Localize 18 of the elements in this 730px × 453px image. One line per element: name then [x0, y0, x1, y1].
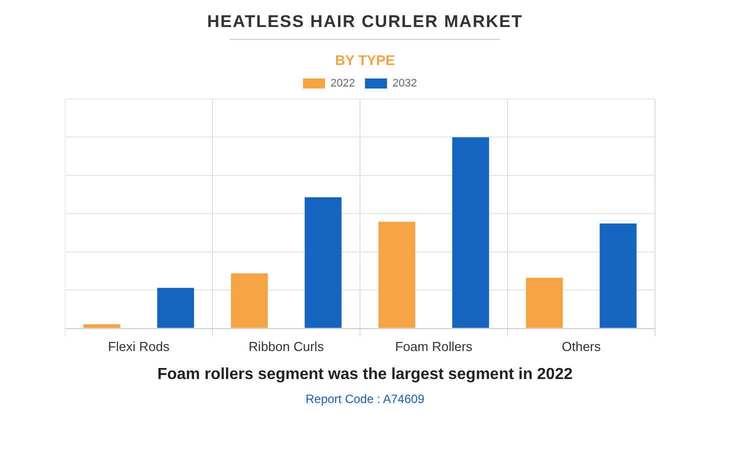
chart-title: HEATLESS HAIR CURLER MARKET [206, 12, 524, 32]
bar [600, 223, 637, 328]
bar [526, 278, 563, 328]
bar [378, 222, 416, 328]
x-tick-label: Others [562, 338, 602, 354]
x-tick-label: Foam Rollers [395, 338, 473, 354]
bar [452, 137, 490, 328]
legend-label: 2022 [330, 78, 356, 90]
bar [230, 273, 268, 328]
bar [83, 324, 120, 328]
text: Foam rollers segment was the largest segment in 2022 [156, 366, 574, 384]
x-tick-label: Flexi Rods [108, 338, 170, 354]
chart-subtitle: BY TYPE [334, 52, 396, 68]
bar [304, 197, 342, 328]
bar [157, 288, 194, 328]
text: Report Code : A74609 [304, 392, 426, 406]
x-tick-label: Ribbon Curls [248, 338, 324, 354]
legend-label: 2032 [392, 78, 417, 90]
